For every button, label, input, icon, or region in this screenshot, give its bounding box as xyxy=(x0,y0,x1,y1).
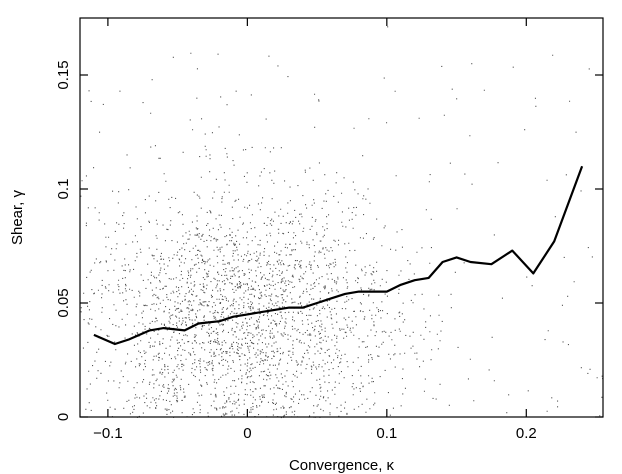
x-tick-label: 0.2 xyxy=(516,425,537,442)
plot-frame xyxy=(79,17,604,418)
x-axis-label: Convergence, κ xyxy=(289,457,395,474)
scatter-points xyxy=(80,26,604,419)
y-tick-label: 0.1 xyxy=(55,179,72,200)
x-tick-label: 0 xyxy=(243,425,251,442)
scatter-point-cloud xyxy=(80,26,604,419)
trend-line xyxy=(93,165,584,346)
x-tick-label: 0.1 xyxy=(376,425,397,442)
y-tick-label: 0.05 xyxy=(55,288,72,317)
y-tick-label: 0 xyxy=(55,413,72,421)
x-tick-label: −0.1 xyxy=(93,425,123,442)
y-axis-ticks: 0 0.05 0.1 0.15 xyxy=(55,60,603,421)
y-axis-label: Shear, γ xyxy=(9,189,26,245)
x-axis-ticks: −0.1 0 0.1 0.2 xyxy=(93,18,537,442)
y-tick-label: 0.15 xyxy=(55,60,72,89)
